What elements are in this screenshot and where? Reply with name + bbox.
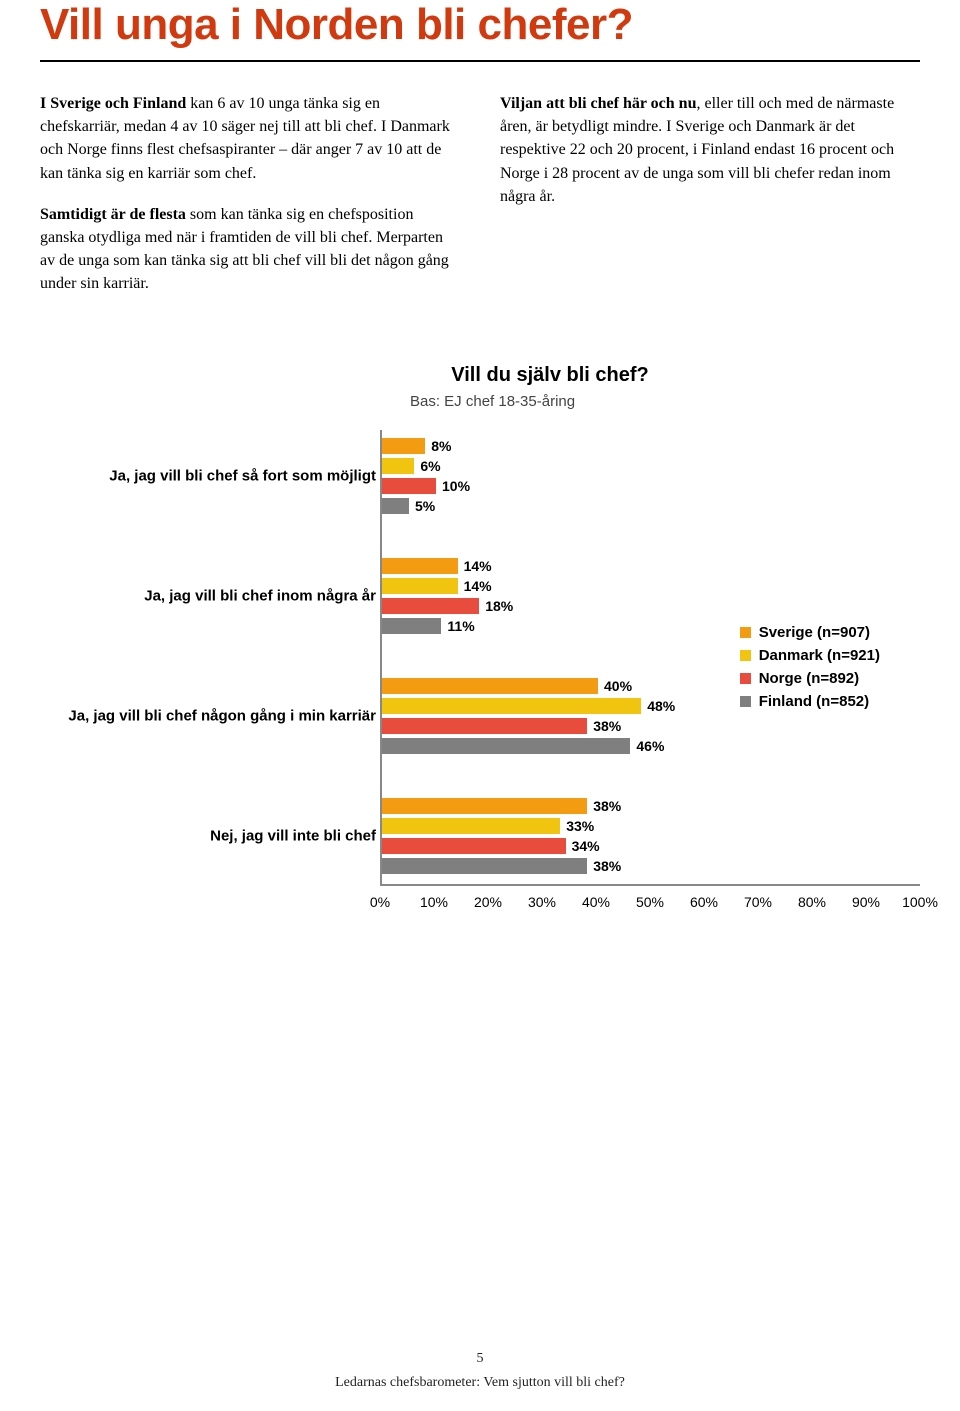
chart-bar-row: 14%	[382, 578, 492, 594]
chart-bar-value: 38%	[593, 798, 621, 814]
chart-bar-row: 38%	[382, 858, 621, 874]
chart-bar	[382, 458, 414, 474]
chart-x-tick: 30%	[528, 894, 556, 910]
legend-swatch	[740, 650, 751, 661]
chart-bar-value: 6%	[420, 458, 440, 474]
legend-label: Sverige (n=907)	[759, 624, 870, 641]
page-headline: Vill unga i Norden bli chefer?	[40, 0, 920, 50]
chart-bar-row: 14%	[382, 558, 492, 574]
chart-bar	[382, 678, 598, 694]
chart-x-tick: 50%	[636, 894, 664, 910]
page-number: 5	[0, 1351, 960, 1367]
chart-x-tick: 80%	[798, 894, 826, 910]
legend-item: Sverige (n=907)	[740, 624, 880, 641]
chart-bar-row: 38%	[382, 718, 621, 734]
chart-category-label: Ja, jag vill bli chef så fort som möjlig…	[40, 467, 376, 484]
chart-x-tick: 100%	[902, 894, 938, 910]
body-col-right: Viljan att bli chef här och nu, eller ti…	[500, 92, 920, 314]
chart-bar-row: 5%	[382, 498, 435, 514]
legend-item: Danmark (n=921)	[740, 647, 880, 664]
chart-bar	[382, 558, 458, 574]
chart-bar-row: 8%	[382, 438, 451, 454]
chart-bar-value: 8%	[431, 438, 451, 454]
chart-title: Vill du själv bli chef?	[180, 364, 920, 387]
chart-bar-row: 33%	[382, 818, 594, 834]
page-footer: 5 Ledarnas chefsbarometer: Vem sjutton v…	[0, 1351, 960, 1391]
chart-x-tick: 20%	[474, 894, 502, 910]
chart-bar	[382, 838, 566, 854]
para-lead: Viljan att bli chef här och nu	[500, 95, 696, 112]
para-lead: Samtidigt är de flesta	[40, 206, 186, 223]
chart-bar-value: 48%	[647, 698, 675, 714]
chart-bar	[382, 598, 479, 614]
legend-label: Finland (n=852)	[759, 693, 869, 710]
legend-label: Norge (n=892)	[759, 670, 859, 687]
chart-x-tick: 0%	[370, 894, 390, 910]
chart-bar-value: 38%	[593, 718, 621, 734]
headline-rule	[40, 60, 920, 62]
chart-bar	[382, 818, 560, 834]
chart-bar-value: 18%	[485, 598, 513, 614]
body-columns: I Sverige och Finland kan 6 av 10 unga t…	[40, 92, 920, 314]
chart-bar	[382, 618, 441, 634]
body-para: Samtidigt är de flesta som kan tänka sig…	[40, 203, 460, 296]
body-col-left: I Sverige och Finland kan 6 av 10 unga t…	[40, 92, 460, 314]
chart-bar-row: 48%	[382, 698, 675, 714]
chart-bar-row: 38%	[382, 798, 621, 814]
chart-bar-value: 34%	[572, 838, 600, 854]
chart-bar-row: 10%	[382, 478, 470, 494]
legend-swatch	[740, 627, 751, 638]
legend-item: Norge (n=892)	[740, 670, 880, 687]
chart-bar	[382, 498, 409, 514]
chart-bar-value: 10%	[442, 478, 470, 494]
chart-x-tick: 60%	[690, 894, 718, 910]
chart-bar-value: 40%	[604, 678, 632, 694]
body-para: Viljan att bli chef här och nu, eller ti…	[500, 92, 920, 208]
chart-x-tick: 10%	[420, 894, 448, 910]
chart-bar-value: 33%	[566, 818, 594, 834]
chart-bar-row: 6%	[382, 458, 441, 474]
chart-bar	[382, 798, 587, 814]
chart-bar-row: 40%	[382, 678, 632, 694]
chart-subtitle: Bas: EJ chef 18-35-åring	[410, 393, 920, 410]
chart-bar-row: 11%	[382, 618, 475, 634]
footer-source: Ledarnas chefsbarometer: Vem sjutton vil…	[335, 1375, 625, 1390]
chart-bar-row: 18%	[382, 598, 513, 614]
chart-bar-value: 38%	[593, 858, 621, 874]
chart: Vill du själv bli chef? Bas: EJ chef 18-…	[40, 364, 920, 984]
chart-bar	[382, 478, 436, 494]
legend-swatch	[740, 673, 751, 684]
chart-bar-value: 14%	[464, 578, 492, 594]
chart-x-axis: 0%10%20%30%40%50%60%70%80%90%100%	[380, 888, 920, 918]
chart-bar-row: 34%	[382, 838, 600, 854]
chart-category-label: Ja, jag vill bli chef inom några år	[40, 587, 376, 604]
chart-bar	[382, 718, 587, 734]
chart-x-tick: 90%	[852, 894, 880, 910]
body-para: I Sverige och Finland kan 6 av 10 unga t…	[40, 92, 460, 185]
chart-bar	[382, 438, 425, 454]
para-lead: I Sverige och Finland	[40, 95, 186, 112]
chart-legend: Sverige (n=907) Danmark (n=921) Norge (n=8…	[740, 624, 880, 716]
chart-category-label: Ja, jag vill bli chef någon gång i min k…	[40, 707, 376, 724]
legend-label: Danmark (n=921)	[759, 647, 880, 664]
chart-bar-value: 14%	[464, 558, 492, 574]
chart-bar	[382, 858, 587, 874]
chart-bar	[382, 578, 458, 594]
chart-bar-value: 46%	[636, 738, 664, 754]
chart-bar-value: 11%	[447, 618, 474, 634]
chart-category-label: Nej, jag vill inte bli chef	[40, 827, 376, 844]
chart-x-tick: 70%	[744, 894, 772, 910]
legend-swatch	[740, 696, 751, 707]
chart-bar	[382, 698, 641, 714]
chart-x-tick: 40%	[582, 894, 610, 910]
legend-item: Finland (n=852)	[740, 693, 880, 710]
chart-bar-row: 46%	[382, 738, 664, 754]
chart-bar-value: 5%	[415, 498, 435, 514]
chart-bar	[382, 738, 630, 754]
